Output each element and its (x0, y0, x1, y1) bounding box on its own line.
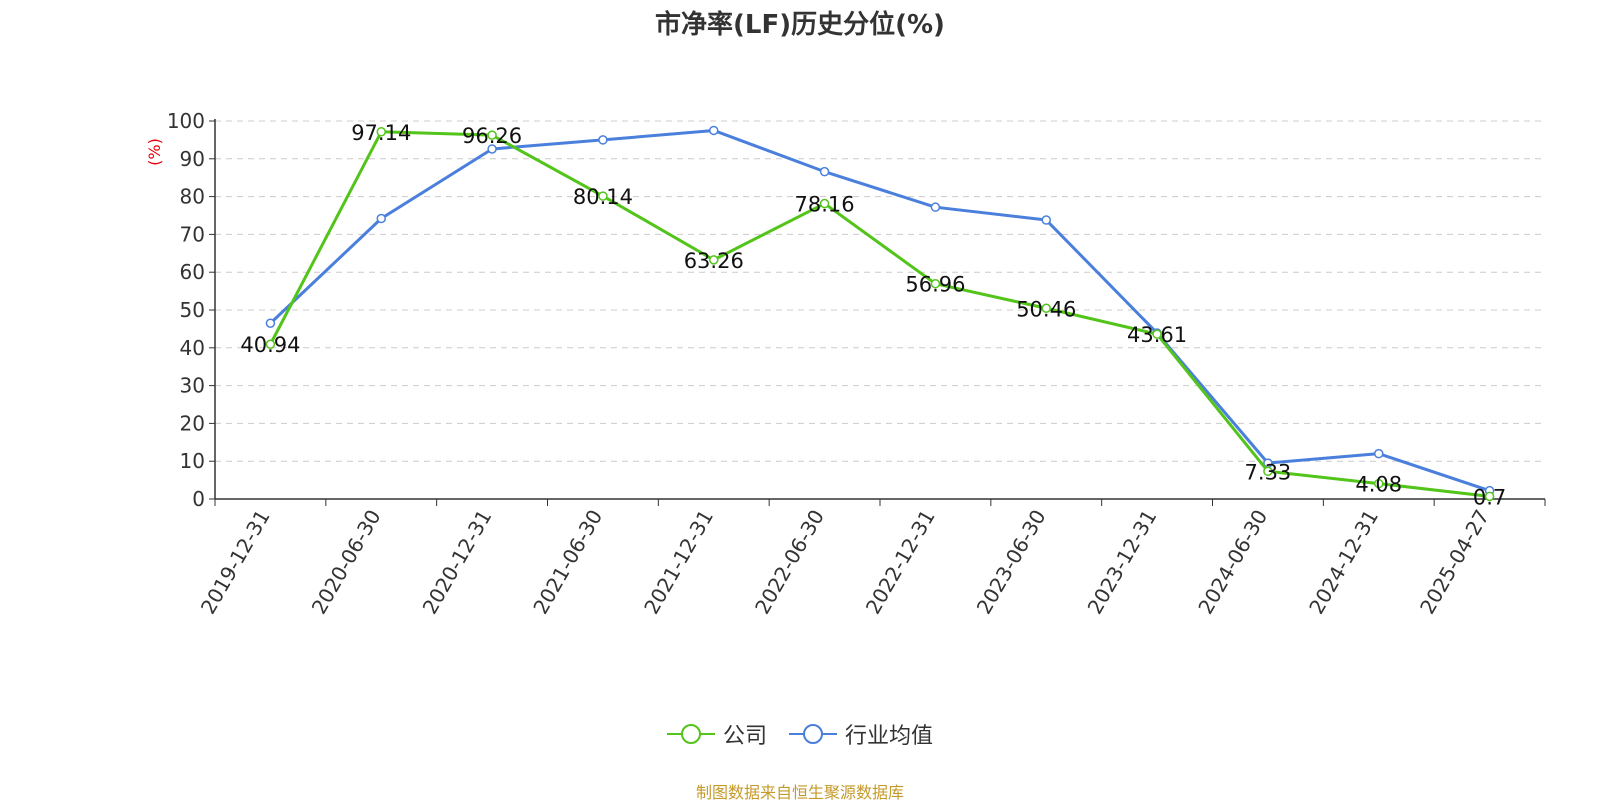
company-data-label: 96.26 (462, 124, 522, 148)
x-tick-label: 2025-04-27 (1415, 506, 1494, 619)
company-point (1263, 466, 1273, 477)
y-tick-label: 100 (167, 109, 205, 133)
company-data-label: 80.14 (573, 185, 633, 209)
company-point (1374, 478, 1384, 489)
x-tick-label: 2024-06-30 (1193, 506, 1272, 619)
x-tick-label: 2023-06-30 (972, 506, 1051, 619)
company-data-label: 63.26 (684, 249, 744, 273)
x-tick-label: 2024-12-31 (1304, 506, 1383, 619)
company-point (598, 191, 608, 201)
y-tick-label: 0 (192, 487, 205, 511)
company-data-label: 97.14 (351, 121, 411, 145)
y-tick-label: 80 (180, 185, 205, 209)
x-tick-label: 2021-12-31 (639, 506, 718, 619)
source-note: 制图数据来自恒生聚源数据库 (695, 783, 904, 802)
company-data-label: 7.33 (1245, 460, 1292, 484)
industry-average-point (265, 318, 276, 328)
line-chart: 0 10 20 30 40 50 60 70 80 90 100 2019-12-31 2020-06-… (145, 109, 1546, 619)
company-data-label: 50.46 (1016, 297, 1076, 321)
x-tick-label: 2019-12-31 (196, 506, 275, 619)
company-point (709, 255, 719, 265)
company-data-label: 0.7 (1473, 485, 1506, 509)
y-tick-label: 90 (180, 147, 205, 171)
company-point (1152, 329, 1162, 339)
industry-average-point (598, 135, 608, 145)
company-point (265, 339, 276, 349)
y-tick-label: 70 (180, 222, 205, 246)
y-axis-label: (%) (145, 138, 164, 166)
chart-title: 市净率(LF)历史分位(%) (655, 10, 945, 40)
company-data-label: 56.96 (905, 273, 965, 297)
x-tick-label: 2023-12-31 (1083, 506, 1162, 619)
company-point (376, 127, 386, 137)
x-tick-label: 2020-06-30 (307, 506, 386, 619)
company-point (1041, 303, 1051, 314)
y-tick-label: 10 (180, 449, 205, 473)
industry-average-point (1041, 215, 1051, 225)
company-point (819, 198, 830, 209)
company-data-label: 43.61 (1127, 323, 1187, 347)
y-tick-label: 20 (180, 411, 205, 435)
company-data-label: 78.16 (795, 193, 855, 217)
industry-average-point (1374, 448, 1384, 459)
legend-company-icon (666, 724, 715, 744)
company-point (487, 130, 497, 140)
x-tick-label: 2021-06-30 (528, 506, 607, 619)
y-tick-label: 60 (180, 260, 205, 284)
industry-average-point (709, 125, 719, 136)
x-tick-label: 2022-12-31 (861, 506, 940, 619)
y-tick-label: 30 (180, 374, 205, 398)
legend-label-company: 公司 (722, 724, 767, 749)
legend-label-industry-average: 行业均值 (845, 724, 934, 749)
industry-average-point (930, 202, 941, 212)
company-data-label: 4.08 (1355, 473, 1402, 497)
industry-average-point (376, 213, 386, 224)
series (265, 125, 1495, 502)
company-point (1484, 491, 1495, 502)
company-data-label: 40.94 (240, 333, 300, 357)
x-tick-label: 2020-12-31 (418, 506, 497, 619)
industry-average-point (819, 166, 830, 177)
legend-industry-icon (789, 724, 837, 744)
x-tick-label: 2022-06-30 (750, 506, 829, 619)
company-line (269, 130, 1490, 498)
grid-lines (215, 120, 1545, 462)
legend: 公司 行业均值 (0, 718, 1600, 750)
legend-item-company[interactable]: 公司 (666, 718, 767, 750)
y-tick-label: 40 (180, 336, 205, 360)
axes: 0 10 20 30 40 50 60 70 80 90 100 2019-12-31 2020-06-… (167, 109, 1546, 619)
industry-average-point (487, 144, 497, 154)
industry-average-line (269, 128, 1491, 493)
data-labels: 40.94 97.14 96.26 80.14 63.26 78.16 56.96 50.46… (240, 121, 1506, 510)
y-tick-label: 50 (180, 298, 205, 322)
legend-item-industry-average[interactable]: 行业均值 (789, 718, 933, 750)
company-point (930, 278, 941, 289)
